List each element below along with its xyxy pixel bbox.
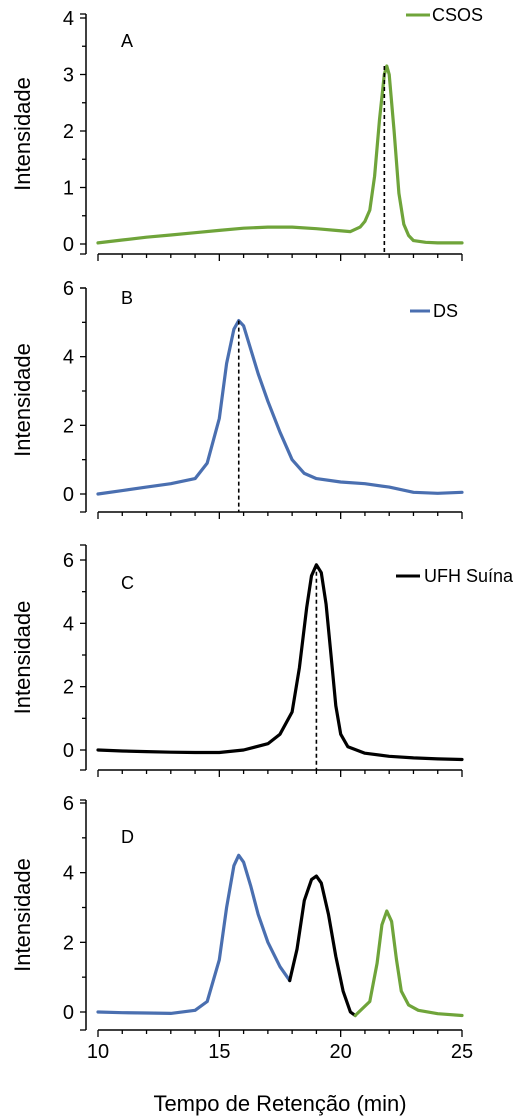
panel-a-y-tick-label: 1 (63, 178, 74, 200)
panel-b-y-tick-label: 4 (63, 347, 74, 369)
x-tick-label: 10 (87, 1041, 109, 1063)
panel-a-y-axis-title: Intensidade (10, 77, 35, 191)
panel-a-letter: A (121, 31, 133, 51)
panel-c-series-ufh (96, 563, 464, 762)
x-axis-title: Tempo de Retenção (min) (153, 1091, 406, 1116)
panel-b-y-axis-title: Intensidade (10, 343, 35, 457)
panel-d-y-axis-title: Intensidade (10, 858, 35, 972)
panel-c-y-tick-label: 4 (63, 613, 74, 635)
panel-c-y-tick-label: 0 (63, 740, 74, 762)
panel-b-series-ds (96, 319, 464, 496)
panel-b-y-tick-label: 2 (63, 415, 74, 437)
panel-a-y-tick-label: 3 (63, 65, 74, 87)
panel-b-y-tick-label: 6 (63, 278, 74, 300)
panel-d-series-csos (353, 909, 464, 1018)
x-tick-label: 25 (451, 1041, 473, 1063)
panel-d-y-tick-label: 2 (63, 932, 74, 954)
panel-b-legend-label: DS (433, 301, 458, 321)
panel-c-legend-label: UFH Suína (424, 566, 514, 586)
panel-d-letter: D (121, 827, 134, 847)
panel-a-series-csos (96, 64, 464, 245)
panel-d-y-tick-label: 4 (63, 863, 74, 885)
x-tick-label: 15 (208, 1041, 230, 1063)
panel-d-y-tick-label: 0 (63, 1002, 74, 1024)
panel-a-y-tick-label: 0 (63, 234, 74, 256)
panel-b-y-tick-label: 0 (63, 484, 74, 506)
panel-a-y-tick-label: 2 (63, 121, 74, 143)
panel-a-legend-label: CSOS (432, 5, 483, 25)
panel-d-series-ufh (288, 874, 357, 1018)
panel-b-letter: B (121, 288, 133, 308)
x-tick-label: 20 (330, 1041, 352, 1063)
panel-c-y-tick-label: 6 (63, 550, 74, 572)
panel-a-y-tick-label: 4 (63, 8, 74, 30)
panel-c-letter: C (121, 573, 134, 593)
panel-d-y-tick-label: 6 (63, 793, 74, 815)
panel-d-series-ds (96, 853, 292, 1015)
panel-c-y-axis-title: Intensidade (10, 601, 35, 715)
panel-c-y-tick-label: 2 (63, 677, 74, 699)
